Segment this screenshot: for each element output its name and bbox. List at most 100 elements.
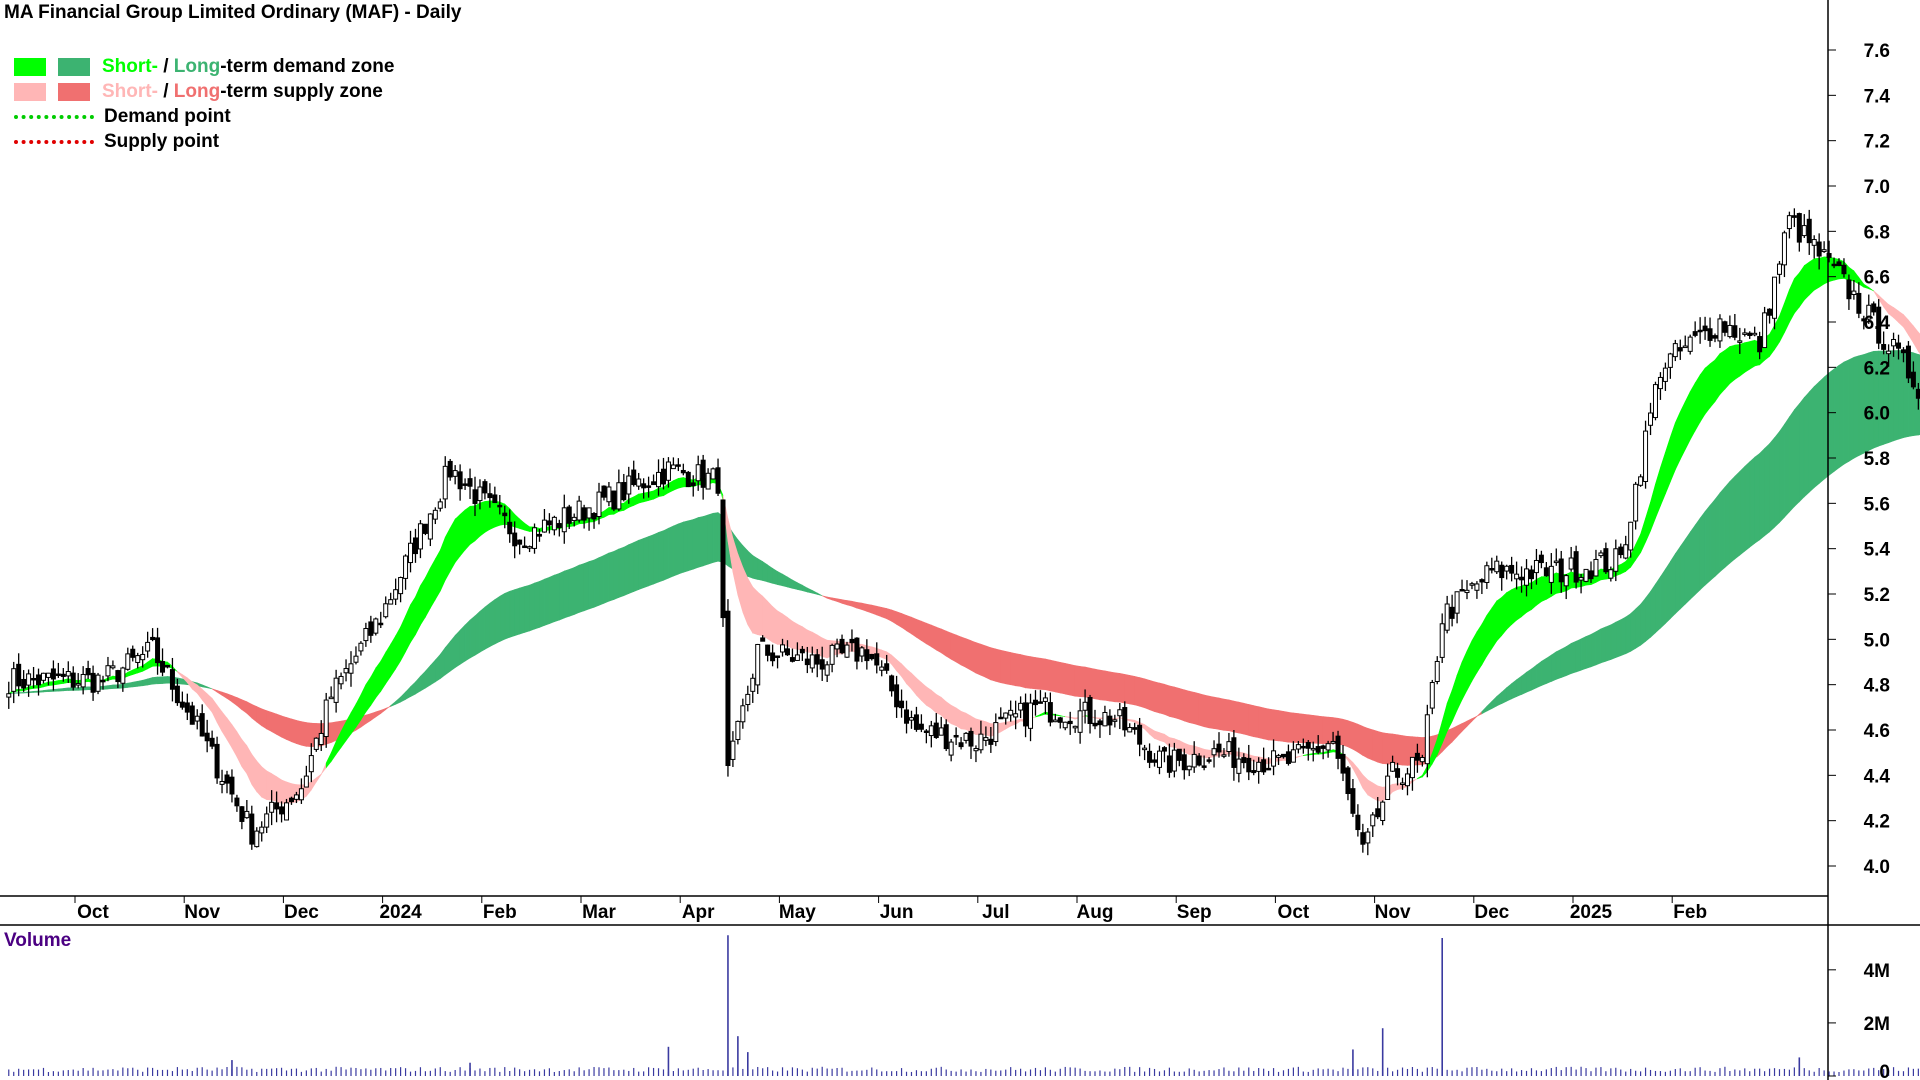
long-term-zone <box>102 685 109 690</box>
candle-body <box>576 500 582 521</box>
long-term-zone <box>598 554 605 606</box>
candle-body <box>968 730 974 747</box>
long-term-zone <box>1531 664 1537 691</box>
long-term-zone <box>539 578 545 628</box>
short-term-zone <box>1357 767 1364 789</box>
candle-body <box>1077 710 1083 733</box>
long-term-zone <box>1679 538 1686 610</box>
long-term-zone <box>846 600 853 607</box>
long-term-zone <box>1754 452 1760 544</box>
short-term-zone <box>276 776 282 804</box>
candle-body <box>1841 264 1847 275</box>
short-term-zone <box>479 501 486 537</box>
short-term-zone <box>484 500 491 533</box>
short-term-zone <box>58 679 64 685</box>
long-term-zone <box>1020 654 1026 689</box>
date-tick-label: Nov <box>1375 902 1411 923</box>
short-term-zone <box>1422 765 1428 778</box>
short-term-zone <box>965 712 972 733</box>
long-term-zone <box>23 691 29 694</box>
long-term-zone <box>1243 702 1250 736</box>
long-term-zone <box>608 551 615 602</box>
candle-body <box>839 638 845 654</box>
candle-body <box>1519 576 1525 581</box>
long-term-zone <box>1283 711 1289 743</box>
long-term-zone <box>1099 669 1106 701</box>
long-term-zone <box>1843 359 1850 465</box>
long-term-zone <box>1322 716 1329 744</box>
candle-body <box>834 643 840 650</box>
long-term-zone <box>221 691 228 699</box>
long-term-zone <box>955 634 962 666</box>
long-term-zone <box>509 589 515 638</box>
short-term-zone <box>464 505 471 551</box>
short-term-zone <box>767 600 773 643</box>
long-term-zone <box>544 576 550 626</box>
short-term-zone <box>1714 352 1721 403</box>
short-term-zone <box>1749 339 1755 370</box>
long-term-zone <box>1382 732 1388 765</box>
long-term-zone <box>1808 385 1815 493</box>
long-term-zone <box>271 711 277 735</box>
short-term-zone <box>802 626 808 653</box>
candle-body <box>50 668 56 680</box>
candle-body <box>1717 318 1723 342</box>
short-term-zone <box>1675 411 1681 470</box>
long-term-zone <box>777 571 783 587</box>
short-term-zone <box>1511 586 1517 626</box>
short-term-zone <box>201 688 208 707</box>
candle-body <box>1147 750 1153 763</box>
short-term-zone <box>1893 306 1899 324</box>
short-term-zone <box>1412 777 1418 783</box>
short-term-zone <box>325 752 332 769</box>
short-term-zone <box>633 493 639 506</box>
candle-body <box>1707 328 1713 341</box>
long-term-zone <box>1312 715 1319 744</box>
candle-body <box>1360 832 1366 845</box>
candle-body <box>55 673 61 676</box>
price-tick-label: 4.4 <box>1864 766 1891 787</box>
candle-body <box>1424 714 1430 765</box>
candle-body <box>1345 767 1351 795</box>
long-term-zone <box>1853 355 1860 459</box>
candle-body <box>1786 215 1792 230</box>
candle-body <box>1558 558 1564 583</box>
long-term-zone <box>1640 597 1646 646</box>
candle-body <box>1633 483 1639 522</box>
short-term-zone <box>1134 719 1140 727</box>
short-term-zone <box>524 522 530 532</box>
long-term-zone <box>648 534 654 587</box>
long-term-zone <box>1040 657 1046 691</box>
candle-body <box>234 797 240 807</box>
short-term-zone <box>1665 437 1671 495</box>
candle-body <box>1767 308 1773 316</box>
long-term-zone <box>405 685 411 700</box>
long-term-zone <box>425 664 431 689</box>
candle-body <box>492 494 498 504</box>
long-term-zone <box>1104 670 1111 702</box>
candle-body <box>477 486 483 502</box>
long-term-zone <box>499 592 506 642</box>
candle-body <box>913 714 919 730</box>
long-term-zone <box>1397 734 1403 766</box>
short-term-zone <box>226 717 233 749</box>
candle-body <box>1196 755 1202 766</box>
candle-body <box>199 713 205 737</box>
long-term-zone <box>276 713 282 738</box>
candle-body <box>527 546 533 549</box>
candle-body <box>422 523 428 534</box>
candle-body <box>145 641 151 652</box>
candle-body <box>85 668 91 676</box>
long-term-zone <box>593 557 600 608</box>
candle-body <box>1900 349 1906 354</box>
candle-body <box>1469 583 1475 586</box>
long-term-zone <box>524 584 530 633</box>
long-term-zone <box>1069 664 1076 697</box>
short-term-zone <box>449 518 456 573</box>
long-term-zone <box>1665 560 1671 625</box>
long-term-zone <box>792 579 798 590</box>
long-term-zone <box>1149 679 1155 713</box>
candle-body <box>829 644 835 665</box>
candle-body <box>194 715 200 722</box>
candle-body <box>1881 344 1887 350</box>
